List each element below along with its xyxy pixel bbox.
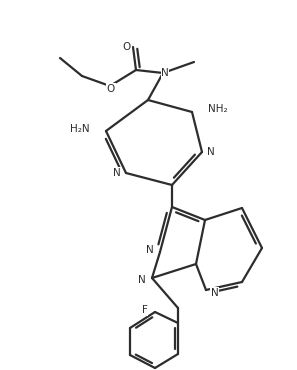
Text: F: F [142,305,148,315]
Text: O: O [107,84,115,94]
Text: O: O [123,42,131,52]
Text: N: N [146,245,154,255]
Text: H₂N: H₂N [70,124,90,134]
Text: N: N [113,168,121,178]
Text: N: N [211,288,219,298]
Text: N: N [138,275,146,285]
Text: N: N [207,147,215,157]
Text: NH₂: NH₂ [208,104,228,114]
Text: N: N [161,68,169,78]
